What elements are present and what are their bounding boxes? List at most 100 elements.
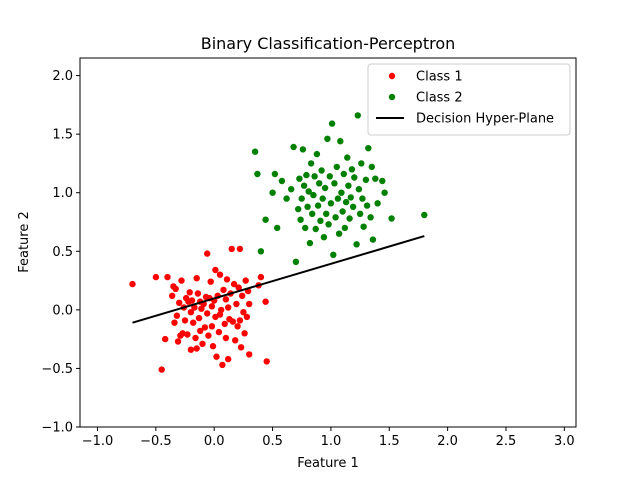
x-tick-label-6: 1.5 — [379, 434, 400, 449]
point-2-48 — [335, 230, 343, 237]
axes-layer: −1.0 −0.5 0.0 0.5 1.0 1.5 2.0 2.5 3.0 −1.0 −0.5 0.0… — [41, 69, 574, 449]
point-2-29 — [313, 150, 321, 158]
legend: Class 1 Class 2 Decision Hyper-Plane — [367, 63, 571, 136]
point-1-58 — [221, 320, 228, 328]
point-2-33 — [318, 167, 325, 174]
x-tick-label-5: 1.0 — [321, 434, 342, 449]
point-2-10 — [288, 186, 295, 193]
point-2-6 — [271, 170, 279, 178]
point-1-5 — [164, 273, 171, 281]
point-2-56 — [345, 182, 352, 189]
point-2-4 — [262, 216, 269, 223]
point-2-24 — [307, 160, 315, 167]
point-1-77 — [240, 309, 247, 316]
x-tick-label-3: 0.0 — [204, 434, 225, 449]
legend-label-2: Class 2 — [416, 91, 463, 106]
point-1-74 — [236, 245, 244, 253]
point-2-77 — [379, 177, 386, 185]
point-1-48 — [212, 266, 219, 274]
point-2-68 — [360, 223, 367, 230]
point-1-83 — [246, 300, 253, 308]
point-2-39 — [325, 221, 332, 228]
point-2-11 — [290, 143, 297, 151]
point-2-71 — [365, 145, 372, 152]
point-2-62 — [353, 241, 360, 248]
point-1-23 — [187, 346, 195, 353]
point-2-13 — [295, 205, 302, 213]
point-2-43 — [330, 251, 337, 258]
point-1-1 — [129, 280, 136, 288]
plot-frame — [79, 57, 577, 428]
point-2-35 — [320, 234, 328, 241]
x-tick-label-4: 0.5 — [262, 434, 283, 449]
point-1-50 — [213, 353, 220, 360]
point-1-41 — [205, 332, 212, 339]
point-1-86 — [262, 298, 269, 305]
point-1-8 — [171, 319, 178, 326]
point-2-70 — [363, 202, 371, 209]
point-1-68 — [230, 280, 238, 288]
point-1-24 — [188, 297, 196, 304]
point-1-45 — [208, 303, 216, 310]
point-2-52 — [340, 170, 347, 178]
point-2-57 — [346, 215, 353, 222]
point-1-19 — [184, 331, 191, 338]
point-2-5 — [269, 189, 276, 196]
y-tick-label-5: 1.0 — [52, 186, 73, 201]
point-1-17 — [181, 317, 189, 324]
point-2-78 — [381, 189, 388, 196]
point-2-9 — [283, 195, 290, 202]
point-2-76 — [374, 200, 381, 207]
point-1-25 — [190, 319, 197, 326]
point-1-26 — [191, 304, 198, 311]
point-2-20 — [303, 171, 310, 179]
point-2-19 — [302, 224, 309, 232]
point-1-75 — [237, 344, 245, 351]
point-2-79 — [388, 215, 395, 222]
point-2-14 — [296, 175, 303, 182]
point-1-82 — [246, 351, 253, 358]
point-2-3 — [257, 248, 265, 255]
point-2-41 — [327, 200, 335, 207]
point-2-2 — [254, 170, 261, 178]
point-1-70 — [233, 300, 240, 308]
point-1-28 — [193, 275, 200, 282]
point-2-22 — [305, 188, 312, 195]
decision-line — [132, 235, 425, 324]
point-2-74 — [369, 236, 377, 243]
point-2-7 — [274, 224, 281, 232]
point-2-1 — [251, 148, 259, 155]
point-2-40 — [326, 173, 333, 180]
point-2-34 — [319, 195, 326, 202]
point-2-17 — [299, 146, 307, 153]
point-2-12 — [292, 258, 300, 265]
point-2-42 — [328, 120, 336, 127]
point-1-73 — [236, 317, 244, 324]
point-2-58 — [347, 194, 354, 201]
point-1-27 — [192, 334, 199, 342]
point-1-63 — [225, 355, 232, 363]
point-1-40 — [204, 250, 211, 257]
y-tick-label-6: 1.5 — [52, 128, 73, 143]
point-1-29 — [193, 345, 200, 352]
point-1-52 — [215, 328, 223, 336]
point-2-25 — [309, 210, 316, 217]
point-1-87 — [263, 358, 270, 365]
x-tick-label-8: 2.5 — [496, 434, 517, 449]
legend-marker-2 — [388, 93, 396, 101]
point-2-28 — [312, 225, 319, 233]
point-1-6 — [169, 292, 176, 299]
point-2-54 — [342, 198, 350, 206]
point-1-61 — [223, 276, 231, 283]
point-1-62 — [225, 304, 232, 311]
point-2-31 — [316, 180, 323, 187]
point-2-63 — [354, 112, 361, 119]
point-1-31 — [195, 314, 203, 322]
point-1-37 — [201, 324, 209, 331]
point-2-59 — [348, 166, 356, 173]
point-2-8 — [278, 177, 286, 185]
point-1-55 — [218, 306, 225, 314]
point-2-47 — [334, 195, 342, 202]
legend-box — [367, 63, 571, 136]
point-1-85 — [257, 273, 265, 281]
